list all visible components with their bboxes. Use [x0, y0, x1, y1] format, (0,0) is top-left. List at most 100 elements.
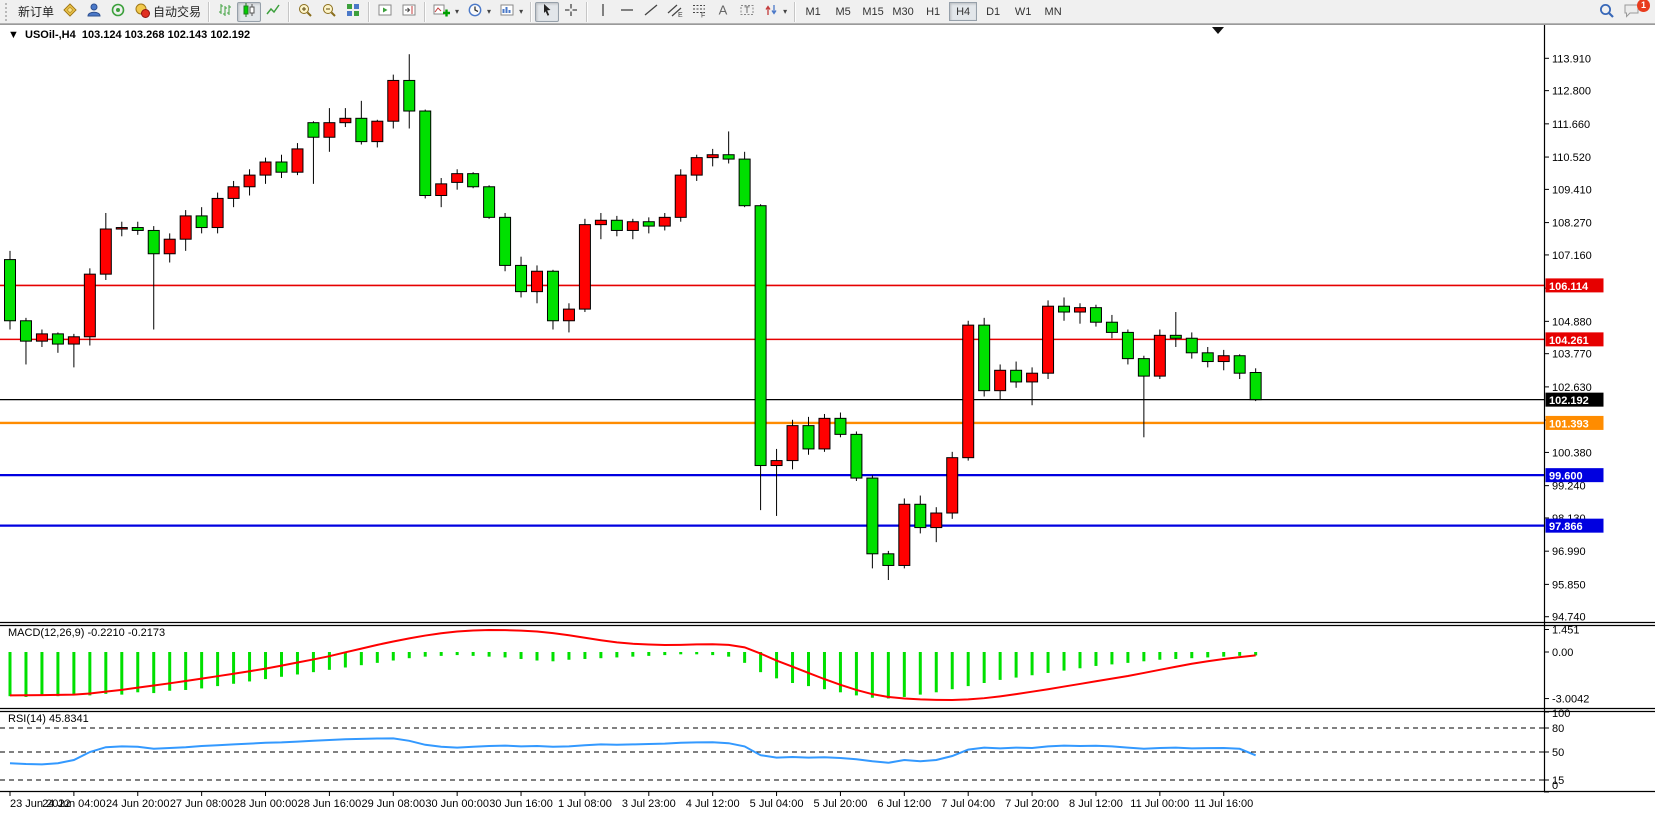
horizontal-line-tool-button[interactable] [615, 2, 639, 22]
fibonacci-tool-button[interactable]: F [687, 2, 711, 22]
chevron-down-icon: ▾ [519, 7, 524, 16]
macd-indicator-label: MACD(12,26,9) -0.2210 -0.2173 [8, 627, 166, 639]
svg-text:108.270: 108.270 [1552, 218, 1592, 230]
price-scale-area[interactable] [1544, 24, 1655, 791]
svg-text:E: E [678, 12, 683, 18]
svg-text:5 Jul 04:00: 5 Jul 04:00 [750, 798, 804, 810]
cursor-tool-button[interactable] [535, 1, 560, 22]
toolbar-separator [794, 1, 797, 22]
bar-chart-mode-button[interactable] [213, 2, 237, 22]
new-order-button[interactable]: 新订单 [14, 2, 58, 22]
svg-text:102.192: 102.192 [1549, 395, 1589, 407]
zoom-in-icon [297, 2, 313, 21]
chevron-down-icon: ▾ [783, 7, 788, 16]
toolbar-grip[interactable] [5, 2, 11, 21]
notifications-button[interactable]: 1 [1619, 0, 1650, 22]
line-chart-icon [265, 2, 281, 21]
svg-text:113.910: 113.910 [1552, 53, 1591, 65]
timeframe-button-h4[interactable]: H4 [949, 2, 978, 21]
tile-windows-icon [345, 2, 361, 21]
timeframe-button-h1[interactable]: H1 [926, 5, 941, 18]
tile-windows-button[interactable] [341, 2, 365, 22]
autotrade-button[interactable]: 自动交易 [130, 2, 205, 22]
text-icon: A [715, 2, 731, 21]
bar-chart-icon [217, 2, 233, 21]
svg-text:106.114: 106.114 [1549, 281, 1589, 293]
toolbar-separator [368, 1, 371, 22]
svg-text:103.770: 103.770 [1552, 349, 1592, 361]
toolbar-separator [530, 1, 533, 22]
svg-text:104.880: 104.880 [1552, 316, 1592, 328]
chart-title: ▼ USOil-,H4 103.124 103.268 102.143 102.… [8, 29, 250, 41]
arrows-icon [763, 2, 779, 21]
svg-text:50: 50 [1552, 747, 1564, 759]
notification-badge: 1 [1637, 0, 1650, 12]
coins-icon [62, 2, 78, 21]
svg-text:11 Jul 00:00: 11 Jul 00:00 [1130, 798, 1189, 810]
svg-text:7 Jul 20:00: 7 Jul 20:00 [1005, 798, 1059, 810]
timeframe-button-m1[interactable]: M1 [805, 5, 821, 18]
svg-text:28 Jun 00:00: 28 Jun 00:00 [234, 798, 298, 810]
macd-panel-splitter[interactable] [0, 596, 1655, 601]
svg-text:0.00: 0.00 [1552, 647, 1573, 659]
svg-text:-3.0042: -3.0042 [1552, 694, 1589, 706]
trendline-tool-button[interactable] [639, 2, 663, 22]
timeframe-button-w1[interactable]: W1 [1014, 5, 1032, 18]
timeframe-button-m15[interactable]: M15 [862, 5, 884, 18]
indicators-button[interactable]: ▾ [429, 2, 463, 22]
chart-shift-icon [401, 2, 417, 21]
chart-title-text: USOil-,H4 103.124 103.268 102.143 102.19… [25, 29, 251, 41]
chart-menu-marker[interactable]: ▼ [8, 29, 19, 41]
svg-text:24 Jun 20:00: 24 Jun 20:00 [106, 798, 170, 810]
auto-scroll-button[interactable] [373, 2, 397, 22]
timeframe-button-mn[interactable]: MN [1044, 5, 1062, 18]
candlestick-mode-button[interactable] [237, 1, 262, 22]
svg-text:24 Jun 04:00: 24 Jun 04:00 [42, 798, 106, 810]
timeframe-button-m30[interactable]: M30 [892, 5, 914, 18]
signals-button[interactable] [106, 2, 130, 22]
svg-text:5 Jul 20:00: 5 Jul 20:00 [814, 798, 868, 810]
crosshair-tool-button[interactable] [559, 2, 583, 22]
chevron-down-icon: ▾ [455, 7, 460, 16]
zoom-out-button[interactable] [317, 2, 341, 22]
chart-window: 113.910 112.800 111.660 110.520 109.410 108.2… [0, 24, 1655, 818]
timeframe-button-m5[interactable]: M5 [835, 5, 851, 18]
search-button[interactable] [1594, 2, 1619, 22]
chart-shift-button[interactable] [397, 2, 421, 22]
svg-text:27 Jun 08:00: 27 Jun 08:00 [170, 798, 234, 810]
channel-tool-button[interactable]: E [663, 2, 687, 22]
svg-text:100: 100 [1552, 708, 1570, 720]
svg-text:T: T [744, 5, 750, 15]
template-icon [499, 2, 515, 21]
equidistant-channel-icon: E [667, 2, 683, 21]
periods-button[interactable]: ▾ [463, 2, 495, 22]
text-label-tool-button[interactable]: T [735, 2, 759, 22]
deposit-icon-button[interactable] [58, 2, 82, 22]
text-label-icon: T [739, 2, 755, 21]
templates-button[interactable]: ▾ [495, 2, 527, 22]
line-chart-mode-button[interactable] [261, 2, 285, 22]
svg-text:111.660: 111.660 [1552, 119, 1590, 131]
vertical-line-tool-button[interactable] [591, 2, 615, 22]
clock-icon [467, 2, 483, 21]
rsi-panel-splitter[interactable] [0, 683, 1655, 688]
svg-text:96.990: 96.990 [1552, 546, 1586, 558]
timeframe-button-d1[interactable]: D1 [986, 5, 1001, 18]
arrows-tool-button[interactable]: ▾ [759, 2, 791, 22]
svg-text:97.866: 97.866 [1549, 521, 1583, 533]
zoom-in-button[interactable] [293, 2, 317, 22]
svg-text:A: A [719, 3, 728, 18]
cursor-icon [539, 2, 555, 21]
time-scale-area[interactable] [0, 792, 1544, 818]
text-tool-button[interactable]: A [711, 2, 735, 22]
autotrade-label: 自动交易 [153, 5, 202, 19]
svg-text:28 Jun 16:00: 28 Jun 16:00 [298, 798, 362, 810]
accounts-button[interactable] [82, 2, 106, 22]
svg-text:104.261: 104.261 [1549, 335, 1589, 347]
toolbar-separator [208, 1, 211, 22]
new-order-label: 新订单 [18, 5, 55, 19]
main-chart-canvas[interactable]: 113.910 112.800 111.660 110.520 109.410 108.2… [0, 24, 1655, 818]
svg-text:8 Jul 12:00: 8 Jul 12:00 [1069, 798, 1123, 810]
svg-text:0: 0 [1552, 780, 1558, 792]
add-indicator-icon [433, 2, 451, 21]
